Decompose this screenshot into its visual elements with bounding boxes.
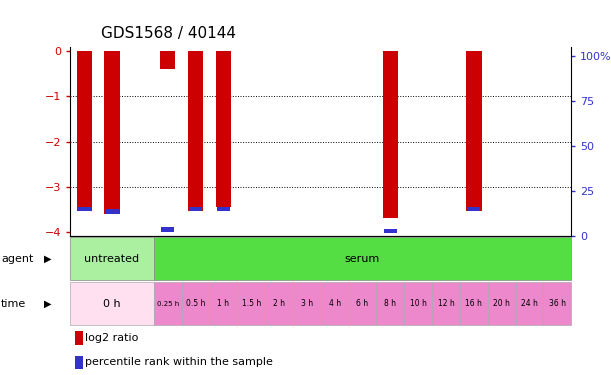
Bar <box>466 51 481 211</box>
Bar <box>293 282 321 326</box>
Bar <box>104 51 120 214</box>
Text: 0.25 h: 0.25 h <box>156 301 179 307</box>
Bar <box>382 51 398 218</box>
Text: 36 h: 36 h <box>549 299 566 308</box>
Bar <box>106 209 119 214</box>
Text: 10 h: 10 h <box>410 299 426 308</box>
Text: 24 h: 24 h <box>521 299 538 308</box>
Text: agent: agent <box>1 254 34 264</box>
Bar <box>160 51 175 69</box>
Text: 1.5 h: 1.5 h <box>241 299 261 308</box>
Text: 2 h: 2 h <box>273 299 285 308</box>
Bar <box>78 207 90 212</box>
Text: log2 ratio: log2 ratio <box>86 333 139 343</box>
Bar <box>237 282 265 326</box>
Bar <box>384 229 397 233</box>
Text: untreated: untreated <box>84 254 139 264</box>
Bar <box>460 282 488 326</box>
Bar <box>432 282 460 326</box>
Text: time: time <box>1 299 26 309</box>
Bar <box>189 207 202 212</box>
Bar <box>154 282 181 326</box>
Text: 0 h: 0 h <box>103 299 121 309</box>
Bar <box>75 356 83 369</box>
Text: ▶: ▶ <box>44 254 51 264</box>
Text: 12 h: 12 h <box>437 299 455 308</box>
Bar <box>75 331 83 345</box>
Text: 1 h: 1 h <box>218 299 229 308</box>
Bar <box>188 51 203 211</box>
Bar <box>516 282 543 326</box>
Bar <box>76 51 92 211</box>
Text: ▶: ▶ <box>44 299 51 309</box>
Text: 0.5 h: 0.5 h <box>186 299 205 308</box>
Text: serum: serum <box>345 254 380 264</box>
Text: GDS1568 / 40144: GDS1568 / 40144 <box>101 26 236 41</box>
Bar <box>265 282 293 326</box>
Text: 4 h: 4 h <box>329 299 341 308</box>
Bar <box>404 282 432 326</box>
Bar <box>70 282 154 326</box>
Bar <box>217 207 230 212</box>
Bar <box>216 51 231 207</box>
Bar <box>181 282 210 326</box>
Text: 6 h: 6 h <box>356 299 368 308</box>
Bar <box>154 237 571 280</box>
Text: 20 h: 20 h <box>493 299 510 308</box>
Bar <box>467 207 480 212</box>
Bar <box>376 282 404 326</box>
Bar <box>321 282 349 326</box>
Bar <box>543 282 571 326</box>
Bar <box>488 282 516 326</box>
Bar <box>70 237 154 280</box>
Bar <box>349 282 376 326</box>
Bar <box>210 282 237 326</box>
Bar <box>161 227 174 232</box>
Text: 3 h: 3 h <box>301 299 313 308</box>
Text: 16 h: 16 h <box>466 299 482 308</box>
Text: 8 h: 8 h <box>384 299 397 308</box>
Text: percentile rank within the sample: percentile rank within the sample <box>86 357 273 368</box>
